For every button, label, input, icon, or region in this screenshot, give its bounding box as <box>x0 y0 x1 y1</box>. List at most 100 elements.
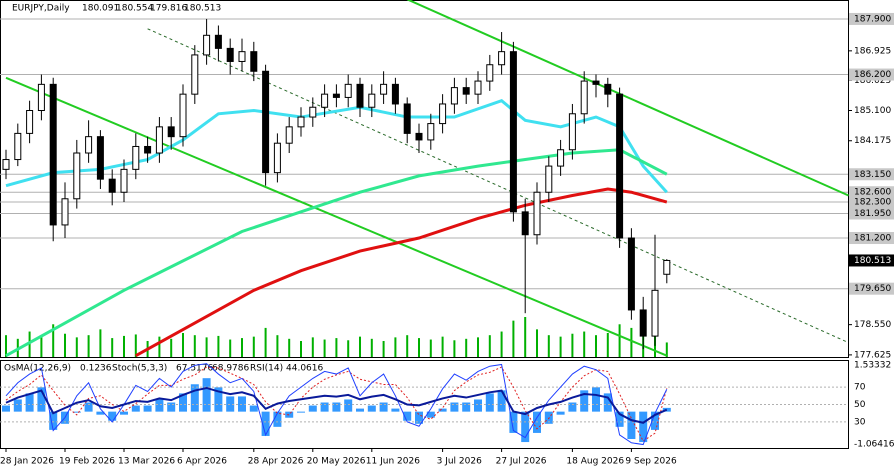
candle-body <box>285 126 293 144</box>
osma-bar <box>403 411 412 421</box>
x-tick-label: 11 Jun 2026 <box>366 457 420 467</box>
osma-bar <box>190 384 199 412</box>
level-label: 182.300 <box>854 198 891 208</box>
osma-bar <box>615 411 624 427</box>
candle-body <box>203 34 211 56</box>
volume-bar <box>465 338 468 357</box>
volume-bar <box>524 317 527 357</box>
osma-bar <box>497 390 506 412</box>
y-tick-label: 186.925 <box>854 46 891 56</box>
trend-line <box>406 0 849 197</box>
high: 180.554 <box>116 4 153 14</box>
close: 180.513 <box>184 4 221 14</box>
candle-body <box>214 34 222 49</box>
volume-bar <box>500 331 503 357</box>
level-label: 187.900 <box>854 14 891 24</box>
osma-bar <box>49 411 58 430</box>
candle-body <box>474 80 482 95</box>
volume-bar <box>536 329 538 357</box>
candle-body <box>450 87 458 105</box>
candle-body <box>533 191 541 236</box>
osma-bar <box>214 387 223 412</box>
rsi-value: 44.0616 <box>286 364 323 374</box>
osma-bar <box>226 396 235 412</box>
candle-body <box>427 123 435 141</box>
candle-body <box>155 126 163 154</box>
volume-bar <box>488 335 491 357</box>
x-tick-label: 18 Aug 2026 <box>566 457 624 467</box>
osma-bar <box>25 393 34 412</box>
open: 180.091 <box>82 4 119 14</box>
volume-bar <box>193 335 196 357</box>
volume-bar <box>654 335 656 357</box>
volume-bar <box>300 341 302 357</box>
candle-body <box>509 51 517 213</box>
candle-body <box>49 83 57 226</box>
osma-tick-label: 1.53332 <box>854 361 891 371</box>
osma-tick-label: -1.06416 <box>854 440 894 450</box>
volume-bar <box>418 338 420 357</box>
candle-body <box>262 70 270 174</box>
osma-bar <box>344 399 353 412</box>
osma-value: 0.1236 <box>80 364 112 374</box>
osma-bar <box>179 393 187 412</box>
level-box <box>849 168 894 181</box>
osma-bar <box>72 411 81 413</box>
x-tick-label: 28 Jan 2026 <box>0 457 54 467</box>
candle-body <box>462 87 470 95</box>
candle-body <box>332 93 340 98</box>
osma-bar <box>438 408 447 412</box>
osma-bar <box>426 411 435 418</box>
osma-bar <box>580 390 589 412</box>
candle-body <box>132 145 140 170</box>
level-box <box>849 207 894 220</box>
volume-bar <box>571 333 574 357</box>
volume-bar <box>394 337 397 357</box>
osma-bar <box>379 402 388 412</box>
level-box <box>849 282 894 295</box>
candle-body <box>108 178 116 193</box>
level-label: 182.600 <box>854 188 891 198</box>
volume-bar <box>111 338 114 357</box>
x-tick-label: 20 May 2026 <box>307 457 366 467</box>
level-box <box>849 196 894 209</box>
volume-bar <box>665 342 668 357</box>
candle-body <box>580 80 588 115</box>
osma-bar <box>568 402 577 412</box>
candle-body <box>120 168 128 193</box>
osma-bar <box>297 411 305 413</box>
osma-bar <box>639 411 648 443</box>
stoch-name: Stoch(5,3,3) <box>112 364 167 374</box>
volume-bar <box>134 334 137 357</box>
stoch-signal-value: 68.9786 <box>212 364 249 374</box>
osma-bar <box>261 411 270 436</box>
y-tick-label: 185.100 <box>854 106 891 116</box>
volume-bar <box>182 333 184 357</box>
main-pane <box>0 0 849 358</box>
moving-average <box>5 99 668 194</box>
candle-body <box>356 83 364 108</box>
osma-bar <box>37 387 46 412</box>
candle-body <box>26 110 34 134</box>
candle-body <box>2 159 10 170</box>
osma-bar <box>462 402 471 412</box>
candle-body <box>368 93 376 108</box>
volume-bar <box>158 336 161 357</box>
candle-body <box>592 80 600 85</box>
volume-bar <box>52 324 55 357</box>
header: EURJPY,Daily 180.091 180.554 179.816 180… <box>12 4 221 14</box>
x-tick-label: 6 Apr 2026 <box>177 457 227 467</box>
rsi-name: RSI(14) <box>250 364 283 374</box>
y-tick-label: 177.625 <box>854 350 891 360</box>
volume-bar <box>252 336 255 357</box>
volume-bar <box>595 335 597 357</box>
candle-body <box>604 83 612 95</box>
level-label: 179.650 <box>854 284 891 294</box>
volume-bar <box>382 341 385 357</box>
volume-bar <box>441 336 444 357</box>
candle-body <box>498 51 506 66</box>
osma-bar <box>84 402 93 412</box>
osma-bar <box>320 402 329 412</box>
osma-bar <box>627 411 636 440</box>
osma-bar <box>285 411 294 418</box>
